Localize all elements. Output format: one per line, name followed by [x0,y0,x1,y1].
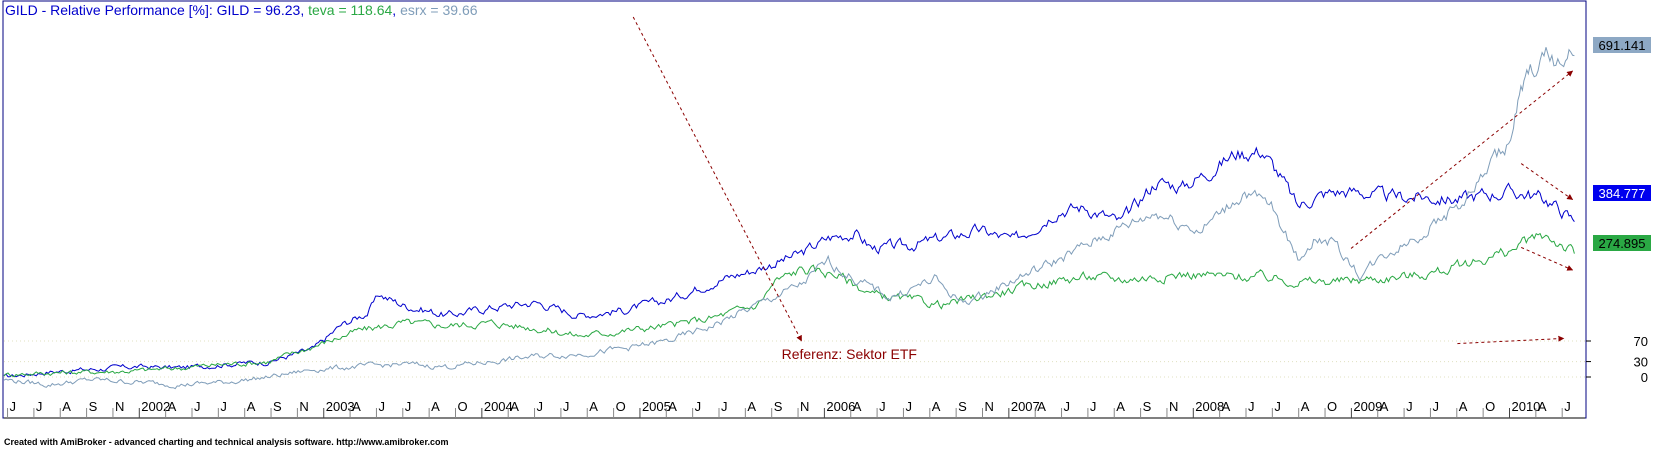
x-month-label: O [616,399,626,414]
x-month-label: J [194,399,201,414]
x-month-label: N [1169,399,1178,414]
x-month-label: J [721,399,728,414]
series-line-teva [3,232,1575,378]
footer-credit: Created with AmiBroker - advanced charti… [4,437,449,447]
x-month-label: J [378,399,385,414]
series-line-esrx [3,47,1575,390]
x-month-label: N [115,399,124,414]
x-year-label: 2007 [1011,399,1040,414]
title-separator: , [300,2,308,18]
x-month-label: S [1143,399,1152,414]
x-month-label: A [510,399,519,414]
last-value-badges: 691.141 384.777 274.895 [1593,37,1651,251]
x-month-label: J [1432,399,1439,414]
title-separator: , [392,2,400,18]
x-month-label: N [299,399,308,414]
x-year-label: 2004 [484,399,513,414]
y-tick-label: 70 [1634,334,1648,349]
x-year-label: 2009 [1353,399,1382,414]
x-month-label: J [36,399,43,414]
title-item-0: GILD = 96.23 [217,2,301,18]
x-month-label: J [695,399,702,414]
x-month-label: A [668,399,677,414]
x-month-label: A [589,399,598,414]
x-month-label: A [168,399,177,414]
last-value-text-GILD: 384.777 [1599,186,1646,201]
x-month-label: A [431,399,440,414]
x-month-label: J [405,399,412,414]
x-month-label: A [62,399,71,414]
title-item-1: teva = 118.64 [308,2,392,18]
last-value-badge-teva [1593,235,1651,251]
plot-frame [2,0,1587,419]
x-year-label: 2002 [141,399,170,414]
chart-title: GILD - Relative Performance [%]: GILD = … [5,2,478,18]
x-month-label: J [879,399,886,414]
x-month-label: A [1116,399,1125,414]
x-year-label: 2008 [1195,399,1224,414]
annotation-label: Referenz: Sektor ETF [782,346,917,362]
x-month-label: S [89,399,98,414]
x-month-label: A [1538,399,1547,414]
last-value-text-teva: 274.895 [1599,236,1646,251]
x-month-label: S [958,399,967,414]
x-month-label: O [457,399,467,414]
series-layer [3,47,1575,390]
x-month-label: J [1406,399,1413,414]
x-month-label: J [537,399,544,414]
x-year-label: 2003 [326,399,355,414]
title-item-2: esrx = 39.66 [400,2,478,18]
last-value-text-esrx: 691.141 [1599,38,1646,53]
x-month-label: A [932,399,941,414]
title-prefix: GILD - Relative Performance [%]: [5,2,217,18]
series-line-gild [3,146,1575,378]
x-month-label: A [853,399,862,414]
x-month-label: J [1090,399,1097,414]
x-month-label: A [1222,399,1231,414]
last-value-badge-GILD [1593,185,1651,201]
x-month-label: J [1274,399,1281,414]
x-month-label: A [1459,399,1468,414]
y-axis: 030 70 [1586,334,1648,385]
y-tick-label: 0 [1641,370,1648,385]
x-month-label: S [273,399,282,414]
x-month-label: J [10,399,16,414]
x-month-label: A [352,399,361,414]
x-month-label: A [247,399,256,414]
x-month-label: J [1248,399,1255,414]
annotation-arrow-0 [632,16,803,342]
x-month-label: N [984,399,993,414]
x-month-label: J [905,399,912,414]
x-month-label: A [1037,399,1046,414]
y-tick-label: 30 [1634,355,1648,370]
x-year-label: 2006 [826,399,855,414]
x-month-label: A [747,399,756,414]
last-value-badge-esrx [1593,37,1651,53]
x-year-label: 2005 [642,399,671,414]
x-month-label: J [220,399,227,414]
annotation-arrow-1 [1350,70,1574,249]
x-month-label: J [1064,399,1071,414]
x-month-label: N [800,399,809,414]
x-year-label: 2010 [1511,399,1540,414]
x-month-label: O [1485,399,1495,414]
x-month-label: S [774,399,783,414]
x-month-label: J [563,399,570,414]
x-month-label: A [1301,399,1310,414]
annotation-layer: Referenz: Sektor ETF [632,16,1574,362]
x-month-label: A [1380,399,1389,414]
x-month-label: O [1327,399,1337,414]
x-month-label: J [1564,399,1571,414]
annotation-arrow-2 [1520,163,1574,200]
